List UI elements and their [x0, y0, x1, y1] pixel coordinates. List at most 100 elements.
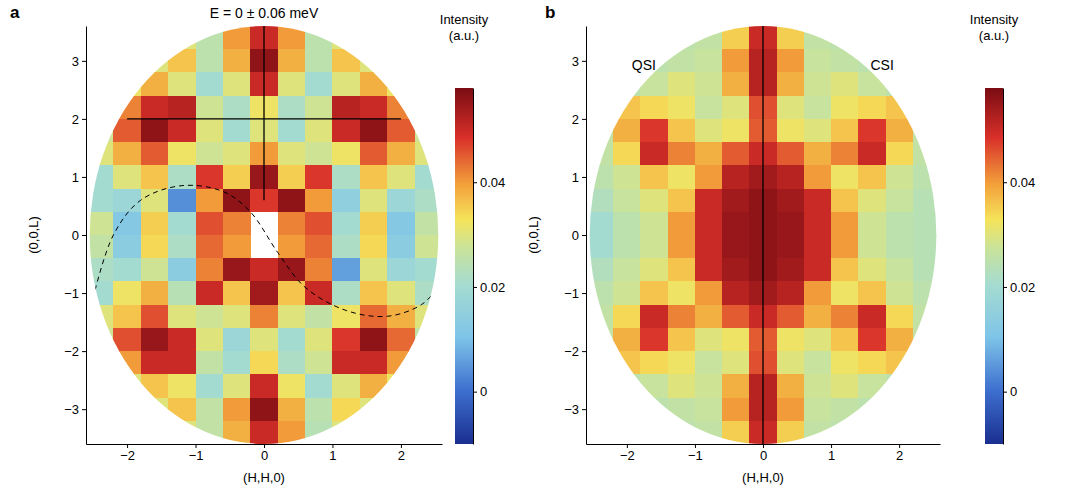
heat-cell — [804, 258, 832, 282]
tick-label: −1 — [189, 448, 204, 463]
heat-cell — [168, 374, 196, 398]
heat-cell — [804, 165, 832, 189]
heat-cell — [332, 96, 360, 120]
heat-cell — [586, 189, 614, 213]
heat-cell — [360, 142, 388, 166]
heat-cell — [332, 235, 360, 259]
heat-cell — [831, 96, 859, 120]
y-axis: −3−2−10123 — [564, 27, 586, 445]
heat-cell — [858, 96, 886, 120]
heat-cell — [113, 351, 141, 375]
tick: −1 — [564, 286, 586, 301]
tick-label: −1 — [64, 286, 79, 301]
heat-cell — [858, 374, 886, 398]
colorbar — [455, 88, 473, 444]
heat-cell — [168, 189, 196, 213]
heat-cell — [913, 119, 941, 143]
heat-cell — [886, 119, 914, 143]
heat-cell — [196, 72, 224, 96]
heat-cell — [415, 258, 443, 282]
heat-cell — [722, 119, 750, 143]
tick: 0 — [473, 384, 487, 399]
heat-cell — [913, 142, 941, 166]
heat-cell — [722, 281, 750, 305]
heat-cell — [332, 165, 360, 189]
heat-cell — [695, 189, 723, 213]
heat-cell — [196, 351, 224, 375]
heat-cell — [831, 305, 859, 329]
heat-cell — [695, 398, 723, 422]
heat-cell — [886, 351, 914, 375]
heat-cell — [196, 281, 224, 305]
colorbar-title: (a.u.) — [449, 28, 479, 43]
heat-cell — [886, 165, 914, 189]
heat-cell — [141, 212, 169, 236]
tick: 1 — [329, 444, 336, 463]
heat-cell — [640, 96, 668, 120]
heat-cell — [141, 119, 169, 143]
tick: 1 — [572, 170, 586, 185]
tick: 2 — [896, 444, 903, 463]
heat-cell — [886, 72, 914, 96]
heat-cell — [613, 142, 641, 166]
heat-cell — [913, 328, 941, 352]
tick-mark — [582, 293, 586, 294]
tick: 0 — [760, 444, 767, 463]
x-axis-title: (H,H,0) — [243, 470, 285, 485]
heat-cell — [858, 398, 886, 422]
heat-cell — [387, 281, 415, 305]
heat-cell — [305, 421, 333, 445]
heat-cell — [613, 96, 641, 120]
heat-cell — [305, 328, 333, 352]
heat-cell — [695, 351, 723, 375]
heat-cell — [722, 189, 750, 213]
heat-cell — [777, 328, 805, 352]
x-axis: −2−1012 — [87, 444, 443, 463]
heat-cell — [387, 142, 415, 166]
heat-cell — [640, 281, 668, 305]
heat-cell — [640, 119, 668, 143]
heat-cell — [777, 398, 805, 422]
heat-cell — [858, 305, 886, 329]
heat-cell — [278, 49, 306, 73]
tick-label: 2 — [72, 112, 79, 127]
heat-cell — [722, 235, 750, 259]
heat-cell — [360, 165, 388, 189]
tick-mark — [82, 119, 86, 120]
heat-cell — [586, 235, 614, 259]
tick: −1 — [64, 286, 86, 301]
tick-label: 0.02 — [480, 280, 505, 295]
heat-cell — [305, 165, 333, 189]
panel: −2−1012−3−2−10123(H,H,0)(0,0,L)aE = 0 ± … — [10, 3, 505, 485]
tick-label: 0 — [72, 228, 79, 243]
heat-cell — [831, 165, 859, 189]
heat-cell — [613, 374, 641, 398]
heat-cell — [387, 328, 415, 352]
heat-cell — [278, 374, 306, 398]
colorbar-title: (a.u.) — [979, 28, 1009, 43]
tick-mark — [1003, 392, 1007, 393]
heat-cell — [804, 49, 832, 73]
heat-cell — [223, 351, 251, 375]
figure: −2−1012−3−2−10123(H,H,0)(0,0,L)aE = 0 ± … — [0, 0, 1070, 492]
tick: −2 — [564, 344, 586, 359]
heat-cell — [886, 374, 914, 398]
heat-cell — [858, 351, 886, 375]
heat-cell — [332, 26, 360, 50]
heat-cell — [804, 119, 832, 143]
heat-cell — [305, 235, 333, 259]
heat-cell — [86, 119, 114, 143]
heat-cell — [886, 189, 914, 213]
heat-cell — [113, 305, 141, 329]
tick-mark — [582, 177, 586, 178]
tick-label: −3 — [64, 402, 79, 417]
heat-cell — [332, 189, 360, 213]
heat-cell — [223, 235, 251, 259]
heat-cell — [360, 235, 388, 259]
heat-cell — [360, 212, 388, 236]
heat-cell — [196, 26, 224, 50]
tick: −3 — [564, 402, 586, 417]
heat-cell — [168, 72, 196, 96]
heat-cell — [141, 305, 169, 329]
tick: −2 — [64, 344, 86, 359]
